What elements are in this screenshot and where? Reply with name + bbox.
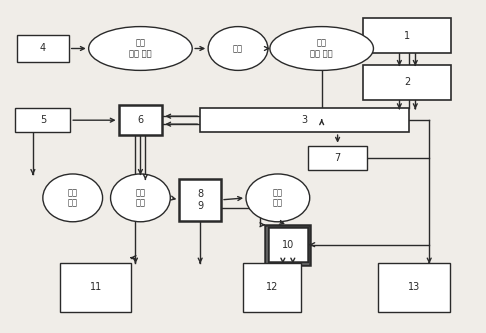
Text: 切换
指令: 切换 指令: [136, 188, 145, 207]
Text: 电压
建立: 电压 建立: [68, 188, 78, 207]
Ellipse shape: [270, 27, 373, 70]
Bar: [268, 227, 308, 262]
Ellipse shape: [88, 27, 192, 70]
Bar: [364, 65, 451, 100]
Bar: [364, 18, 451, 53]
Ellipse shape: [110, 174, 170, 222]
Bar: [119, 105, 162, 135]
Text: 延时: 延时: [233, 44, 243, 53]
Text: 3: 3: [302, 115, 308, 125]
Bar: [16, 108, 70, 132]
Text: 13: 13: [408, 282, 420, 292]
Bar: [308, 146, 367, 170]
Bar: [60, 263, 132, 312]
Text: 6: 6: [138, 115, 143, 125]
Ellipse shape: [43, 174, 103, 222]
Text: 8
9: 8 9: [197, 189, 203, 211]
Bar: [379, 263, 450, 312]
Text: 5: 5: [40, 115, 46, 125]
Text: 1: 1: [404, 31, 410, 41]
Text: 4: 4: [40, 44, 46, 54]
Bar: [179, 179, 221, 221]
Text: 切换
指令: 切换 指令: [273, 188, 283, 207]
Bar: [243, 263, 301, 312]
Text: 7: 7: [334, 153, 341, 163]
Bar: [200, 108, 409, 132]
Text: 12: 12: [266, 282, 278, 292]
Text: 10: 10: [282, 240, 294, 250]
Bar: [265, 225, 310, 265]
Ellipse shape: [246, 174, 310, 222]
Text: 2: 2: [404, 77, 411, 87]
Text: 启动
停止 指令: 启动 停止 指令: [129, 39, 152, 58]
Text: 停止
供电 检测: 停止 供电 检测: [311, 39, 333, 58]
Bar: [17, 35, 69, 62]
Ellipse shape: [208, 27, 268, 70]
Text: 11: 11: [89, 282, 102, 292]
